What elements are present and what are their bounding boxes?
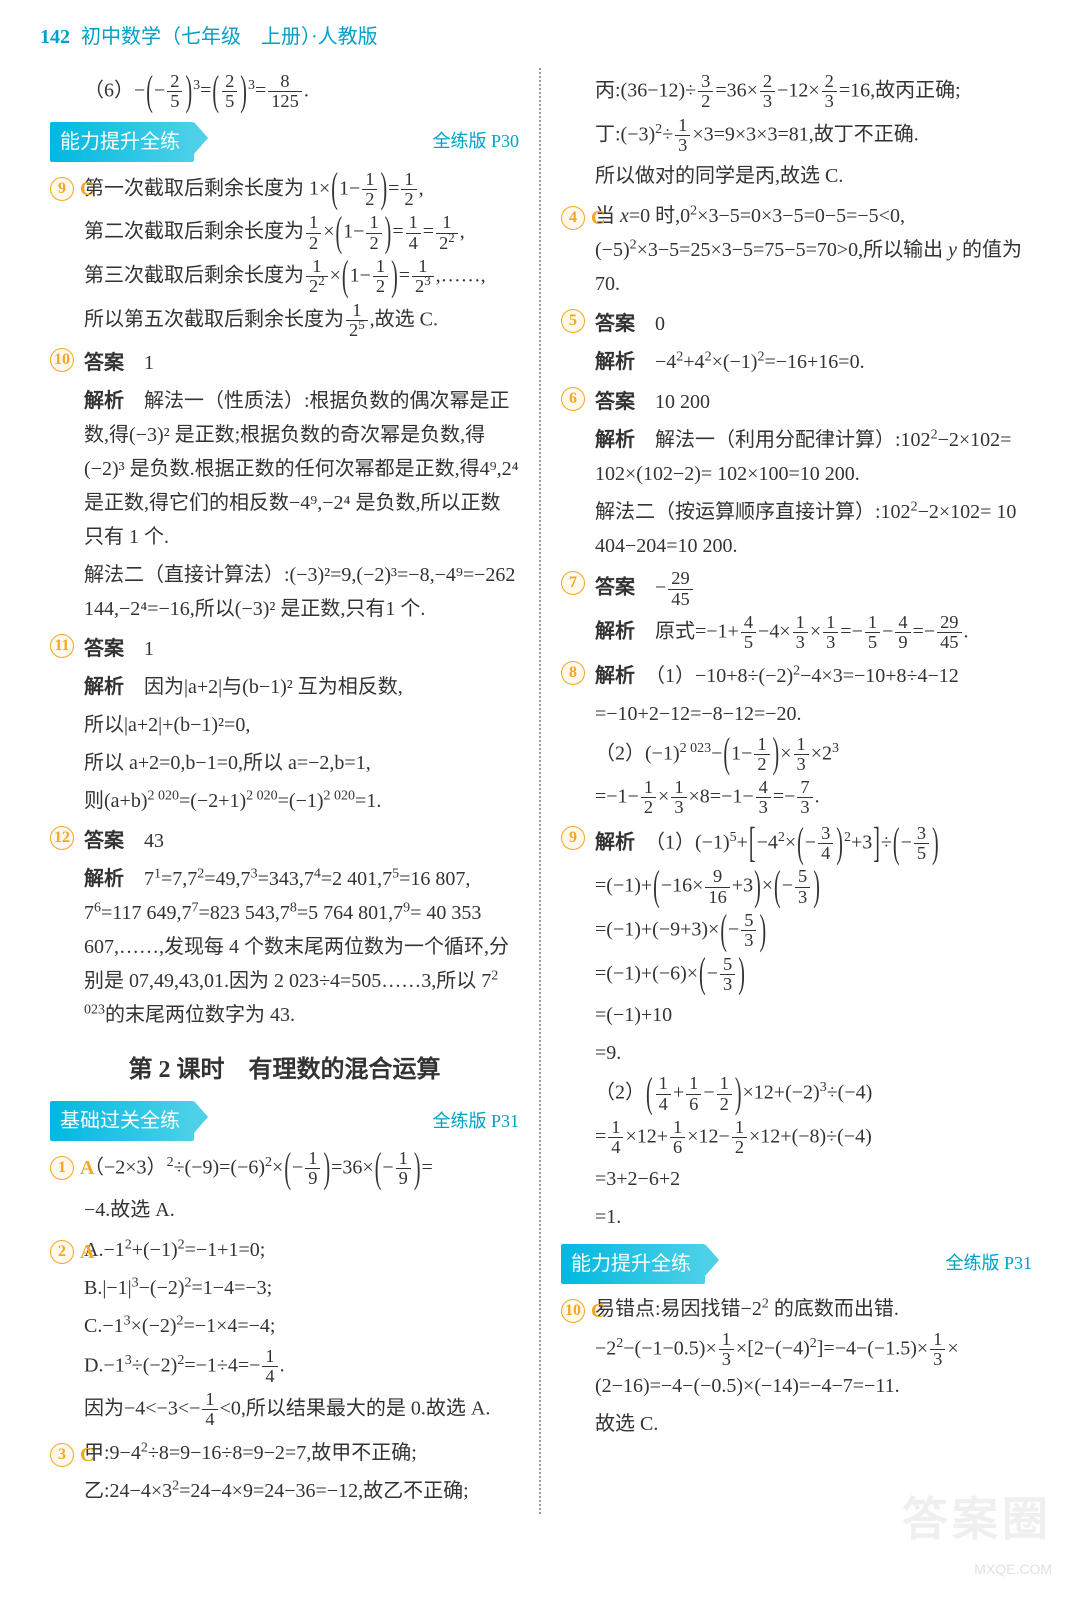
banner-ref: 全练版 P31: [432, 1106, 519, 1137]
answer-letter: C: [591, 1294, 605, 1328]
q-badge: 3: [50, 1443, 74, 1467]
equation-line-6: （6）−(−25)3=(25)3=8125.: [50, 72, 519, 112]
banner-ref: 全练版 P30: [432, 126, 519, 157]
answer-letter: A: [80, 1151, 94, 1185]
question-2: 2A A.−12+(−1)2=−1+1=0; B.|−1|3−(−2)2=1−4…: [50, 1233, 519, 1430]
q-badge: 12: [50, 826, 74, 850]
question-9: 9C 第一次截取后剩余长度为 1×(1−12)=12, 第二次截取后剩余长度为1…: [50, 170, 519, 341]
answer-letter: C: [80, 172, 94, 206]
banner-label: 基础过关全练: [50, 1101, 194, 1141]
question-10c: 10C 易错点:易因找错−22 的底数而出错. −22−(−1−0.5)×13×…: [561, 1292, 1032, 1442]
question-11: 11 答案 1 解析 因为|a+2|与(b−1)² 互为相反数, 所以|a+2|…: [50, 632, 519, 818]
answer-letter: A: [80, 1235, 94, 1269]
q-badge: 2: [50, 1240, 74, 1264]
q-badge: 5: [561, 309, 585, 333]
q-badge: 10: [50, 348, 74, 372]
section-ability-up: 能力提升全练 全练版 P30: [50, 122, 519, 162]
page-header: 142 初中数学（七年级 上册）·人教版: [40, 20, 1042, 54]
line-bing: 丙:(36−12)÷32=36×23−12×23=16,故丙正确;: [561, 72, 1032, 112]
q-badge: 8: [561, 661, 585, 685]
line-ding: 丁:(−3)2÷13×3=9×3×3=81,故丁不正确.: [561, 116, 1032, 156]
answer-letter: C: [80, 1438, 94, 1472]
q-badge: 1: [50, 1156, 74, 1180]
banner-label: 能力提升全练: [561, 1244, 705, 1284]
q-badge: 7: [561, 571, 585, 595]
banner-ref: 全练版 P31: [945, 1248, 1032, 1279]
q-badge: 4: [561, 206, 585, 230]
line-conclusion: 所以做对的同学是丙,故选 C.: [561, 159, 1032, 193]
lesson-title: 第 2 课时 有理数的混合运算: [50, 1050, 519, 1091]
banner-label: 能力提升全练: [50, 122, 194, 162]
question-4: 4C 当 x=0 时,02×3−5=0×3−5=0−5=−5<0,(−5)2×3…: [561, 199, 1032, 301]
section-ability-up-2: 能力提升全练 全练版 P31: [561, 1244, 1032, 1284]
book-title: 初中数学（七年级 上册）·人教版: [81, 26, 378, 48]
page-number: 142: [40, 26, 70, 48]
question-8: 8 解析 （1）−10+8÷(−2)2−4×3=−10+8÷4−12 =−10+…: [561, 659, 1032, 818]
question-1: 1A （−2×3）2÷(−9)=(−6)2×(−19)=36×(−19)= −4…: [50, 1149, 519, 1227]
question-12: 12 答案 43 解析 71=7,72=49,73=343,74=2 401,7…: [50, 824, 519, 1032]
question-3: 3C 甲:9−42÷8=9−16÷8=9−2=7,故甲不正确; 乙:24−4×3…: [50, 1436, 519, 1508]
q-badge: 11: [50, 634, 74, 658]
question-5: 5 答案 0 解析 −42+42×(−1)2=−16+16=0.: [561, 307, 1032, 379]
q-badge: 9: [561, 826, 585, 850]
q-badge: 6: [561, 387, 585, 411]
left-column: （6）−(−25)3=(25)3=8125. 能力提升全练 全练版 P30 9C…: [40, 68, 541, 1514]
watermark: 答案圈 MXQE.COM: [902, 1480, 1052, 1582]
question-6: 6 答案 10 200 解析 解法一（利用分配律计算）:1022−2×102= …: [561, 385, 1032, 563]
question-9r: 9 解析 （1）(−1)5+[−42×(−34)2+3]÷(−35) =(−1)…: [561, 824, 1032, 1234]
q-badge: 9: [50, 177, 74, 201]
question-7: 7 答案 −2945 解析 原式=−1+45−4×13×13=−15−49=−2…: [561, 569, 1032, 652]
answer-letter: C: [591, 201, 605, 235]
question-10: 10 答案 1 解析 解法一（性质法）:根据负数的偶次幂是正数,得(−3)² 是…: [50, 346, 519, 626]
right-column: 丙:(36−12)÷32=36×23−12×23=16,故丙正确; 丁:(−3)…: [541, 68, 1042, 1514]
two-column-layout: （6）−(−25)3=(25)3=8125. 能力提升全练 全练版 P30 9C…: [40, 68, 1042, 1514]
q-badge: 10: [561, 1299, 585, 1323]
